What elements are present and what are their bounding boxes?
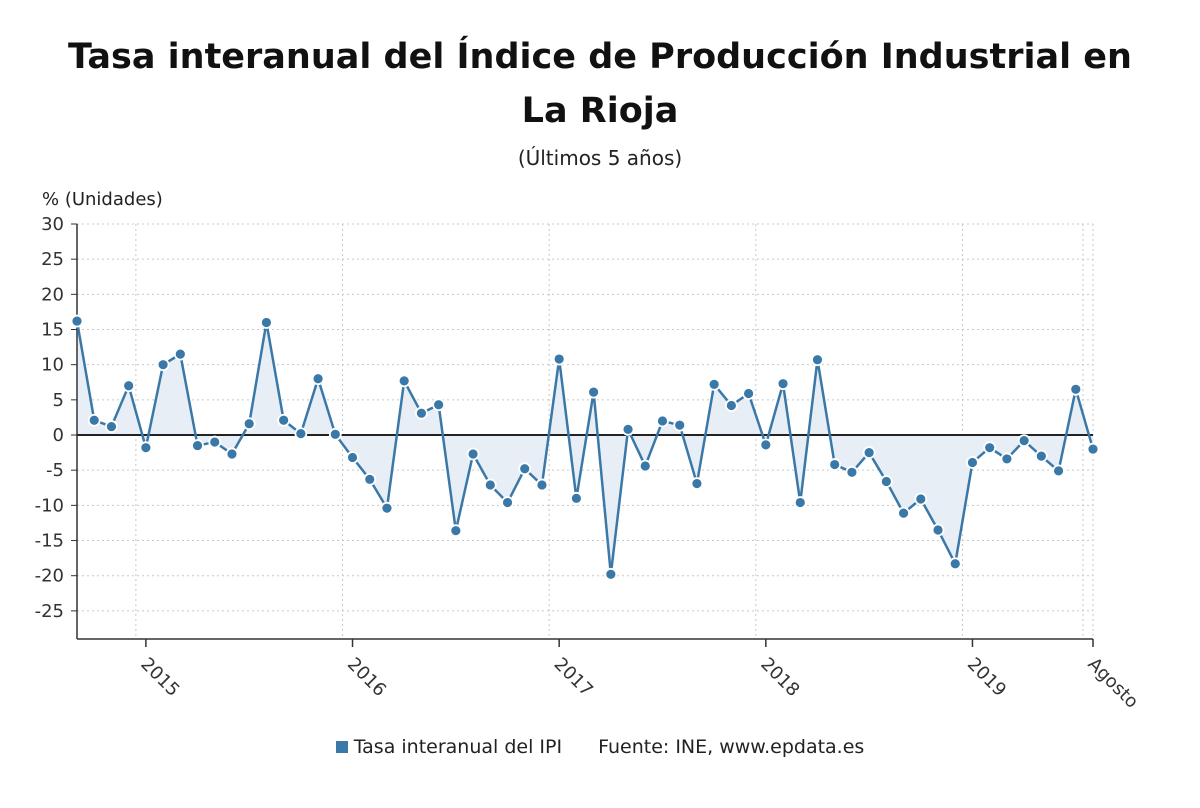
data-point — [638, 459, 652, 473]
y-tick-label: -25 — [35, 601, 64, 622]
data-point — [759, 438, 773, 452]
legend: Tasa interanual del IPI Fuente: INE, www.… — [0, 736, 1200, 758]
data-point — [208, 435, 222, 449]
y-tick-labels: 30 25 20 15 10 5 0 -5 -10 -15 -20 -25 — [35, 214, 64, 622]
x-tick-label: Agosto — [1083, 654, 1142, 713]
data-point — [552, 352, 566, 366]
data-point — [828, 458, 842, 471]
legend-swatch — [335, 741, 348, 753]
data-point — [225, 447, 239, 461]
data-point — [501, 496, 514, 509]
data-point — [518, 462, 532, 476]
data-point — [690, 477, 704, 490]
data-point — [793, 496, 807, 509]
data-point — [742, 387, 755, 400]
data-point — [587, 385, 601, 399]
data-point — [294, 427, 308, 441]
data-point — [879, 475, 893, 488]
y-tick-label: 10 — [41, 355, 64, 376]
data-point — [277, 413, 291, 427]
x-tick-label: 2019 — [963, 654, 1010, 701]
data-points — [70, 314, 1100, 581]
data-point — [260, 316, 273, 329]
data-point — [483, 478, 497, 492]
y-tick-label: 25 — [41, 249, 64, 270]
chart-title: Tasa interanual del Índice de Producción… — [68, 37, 1132, 131]
data-point — [432, 398, 446, 412]
data-point — [707, 377, 721, 391]
data-point — [156, 358, 170, 372]
y-tick-label: -20 — [35, 566, 64, 587]
data-point — [122, 379, 136, 393]
data-point — [1000, 452, 1014, 466]
y-tick-label: -10 — [35, 495, 64, 516]
data-point — [1017, 434, 1031, 448]
data-point — [242, 417, 256, 431]
data-point — [346, 451, 359, 464]
data-point — [1086, 442, 1100, 456]
data-point — [948, 557, 962, 571]
x-tick-labels: 2015 2016 2017 2018 2019 Agosto — [136, 654, 1142, 713]
area-fill — [77, 321, 1093, 575]
data-point — [87, 413, 101, 427]
data-point — [914, 492, 928, 506]
data-point — [105, 420, 118, 433]
data-point — [535, 478, 549, 492]
source-text: Fuente: INE, www.epdata.es — [598, 736, 865, 758]
data-point — [70, 314, 84, 328]
data-point — [862, 446, 876, 460]
data-point — [380, 501, 394, 515]
grid-lines — [77, 223, 1094, 639]
data-point — [397, 374, 411, 388]
y-tick-label: 20 — [41, 284, 64, 305]
data-point — [604, 567, 618, 581]
data-point — [139, 441, 153, 455]
data-point — [966, 456, 979, 469]
x-tick-label: 2016 — [343, 654, 390, 701]
data-point — [311, 372, 325, 386]
x-tick-label: 2017 — [550, 654, 597, 701]
data-point — [656, 414, 669, 428]
data-point — [897, 506, 910, 520]
y-tick-label: -5 — [46, 460, 64, 481]
data-point — [191, 439, 204, 452]
data-point — [724, 399, 738, 412]
y-tick-label: 30 — [41, 214, 64, 235]
axes — [71, 223, 1094, 647]
legend-series-label: Tasa interanual del IPI — [353, 736, 563, 758]
y-tick-label: 15 — [41, 320, 64, 341]
data-point — [363, 472, 377, 486]
y-tick-label: -15 — [35, 531, 64, 552]
data-point — [673, 418, 687, 432]
data-point — [173, 347, 187, 361]
data-point — [569, 491, 583, 505]
data-point — [931, 523, 945, 537]
data-point — [621, 422, 635, 436]
data-point — [811, 353, 824, 367]
chart-subtitle: (Últimos 5 años) — [517, 146, 683, 170]
y-tick-label: 0 — [53, 425, 64, 446]
data-point — [1034, 449, 1048, 463]
x-tick-label: 2018 — [756, 654, 803, 701]
data-point — [415, 406, 428, 420]
data-point — [776, 377, 790, 391]
y-axis-label: % (Unidades) — [42, 189, 163, 210]
data-point — [328, 427, 342, 441]
data-point — [1052, 464, 1065, 478]
y-tick-label: 5 — [53, 390, 64, 411]
x-tick-label: 2015 — [136, 654, 183, 701]
area-under-series — [77, 321, 1093, 575]
data-point — [1069, 382, 1083, 396]
data-point — [466, 447, 480, 461]
data-point — [449, 524, 463, 538]
data-point — [845, 465, 859, 479]
data-point — [983, 441, 997, 455]
